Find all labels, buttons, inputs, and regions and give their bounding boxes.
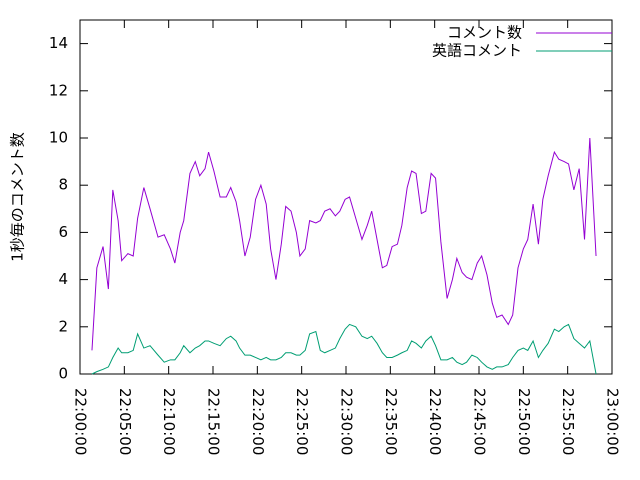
y-tick-label: 4 xyxy=(58,270,68,288)
legend-label: 英語コメント xyxy=(432,42,522,60)
x-tick-label: 22:50:00 xyxy=(515,388,533,455)
y-tick-label: 8 xyxy=(58,176,68,194)
x-tick-label: 22:35:00 xyxy=(382,388,400,455)
x-tick-label: 22:40:00 xyxy=(426,388,444,455)
series-line xyxy=(91,323,597,375)
y-tick-label: 6 xyxy=(58,223,68,241)
x-tick-label: 23:00:00 xyxy=(604,388,622,455)
x-tick-label: 22:25:00 xyxy=(293,388,311,455)
plot-border xyxy=(79,19,613,375)
x-tick-label: 22:05:00 xyxy=(116,388,134,455)
x-tick-label: 22:15:00 xyxy=(205,388,223,455)
x-tick-label: 22:45:00 xyxy=(471,388,489,455)
x-tick-label: 22:00:00 xyxy=(72,388,90,455)
x-tick-label: 22:55:00 xyxy=(559,388,577,455)
y-tick-label: 0 xyxy=(58,365,68,383)
x-tick-label: 22:30:00 xyxy=(338,388,356,455)
y-tick-label: 12 xyxy=(49,81,68,99)
x-tick-label: 22:20:00 xyxy=(249,388,267,455)
x-tick-label: 22:10:00 xyxy=(160,388,178,455)
y-axis-label: 1秒毎のコメント数 xyxy=(9,132,27,262)
y-tick-label: 10 xyxy=(49,129,68,147)
y-tick-label: 2 xyxy=(58,317,68,335)
legend-label: コメント数 xyxy=(447,24,522,42)
y-tick-label: 14 xyxy=(49,34,68,52)
series-line xyxy=(91,137,597,351)
